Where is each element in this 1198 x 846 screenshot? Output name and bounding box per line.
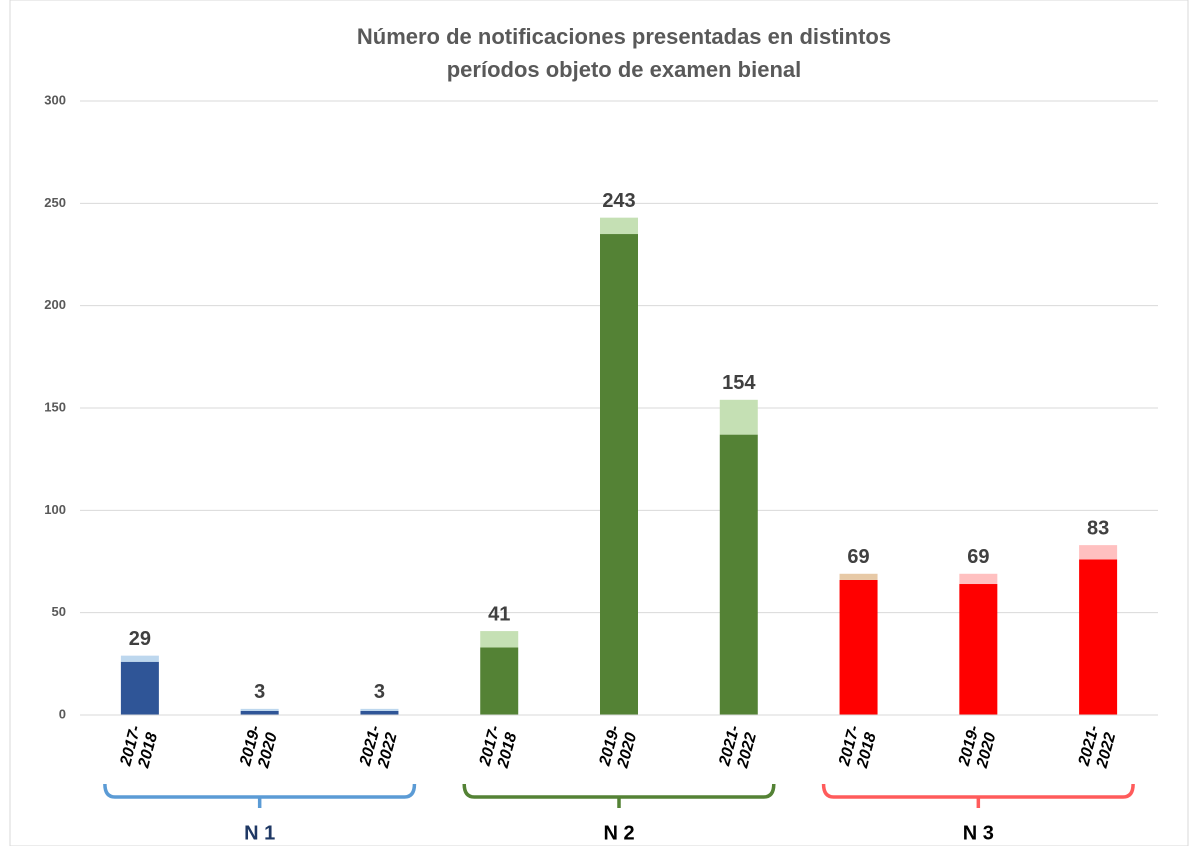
- data-label: 41: [488, 603, 510, 625]
- group-brace: [821, 783, 1135, 808]
- data-label: 83: [1087, 517, 1109, 539]
- chart-title: Número de notificaciones presentadas en …: [357, 24, 891, 49]
- y-tick-label: 300: [44, 92, 66, 107]
- bar-segment: [719, 399, 758, 435]
- bar-segment: [959, 573, 998, 585]
- bar-segment: [480, 631, 519, 648]
- x-tick-label: 2021-2022: [1075, 724, 1119, 771]
- y-tick-label: 100: [44, 502, 66, 517]
- bar-segment: [360, 708, 399, 711]
- y-tick-label: 50: [52, 604, 66, 619]
- data-label: 154: [722, 372, 756, 394]
- group-brace: [462, 783, 776, 808]
- data-label: 243: [602, 190, 635, 212]
- bar-segment: [240, 710, 279, 715]
- data-label: 29: [129, 628, 151, 650]
- group-brace: [103, 783, 417, 808]
- bar-segment: [360, 710, 399, 715]
- data-label: 3: [254, 681, 265, 703]
- y-tick-label: 0: [59, 706, 66, 721]
- group-label: N 2: [603, 822, 634, 844]
- bar-segment: [240, 708, 279, 711]
- chart-title: períodos objeto de examen bienal: [447, 57, 802, 82]
- bar-segment: [1079, 545, 1118, 560]
- bar-segment: [600, 217, 638, 235]
- data-label: 69: [847, 546, 869, 568]
- bar-segment: [480, 647, 519, 715]
- group-label: N 3: [963, 822, 994, 844]
- bar-segment: [959, 584, 998, 715]
- bar-segment: [120, 655, 159, 662]
- bar-segment: [120, 661, 159, 715]
- x-tick-label: 2017-2018: [476, 724, 520, 771]
- group-label: N 1: [244, 822, 275, 844]
- bar-segment: [839, 573, 878, 580]
- y-tick-label: 200: [44, 297, 66, 312]
- data-label: 3: [374, 681, 385, 703]
- x-tick-label: 2017-2018: [836, 724, 880, 771]
- y-tick-label: 250: [44, 195, 66, 210]
- y-tick-label: 150: [44, 399, 66, 414]
- bar-segment: [600, 234, 638, 716]
- bar-segment: [1079, 559, 1118, 715]
- bar-segment: [839, 579, 878, 715]
- chart-frame: [9, 0, 1189, 846]
- data-label: 69: [967, 546, 989, 568]
- bar-segment: [719, 434, 758, 715]
